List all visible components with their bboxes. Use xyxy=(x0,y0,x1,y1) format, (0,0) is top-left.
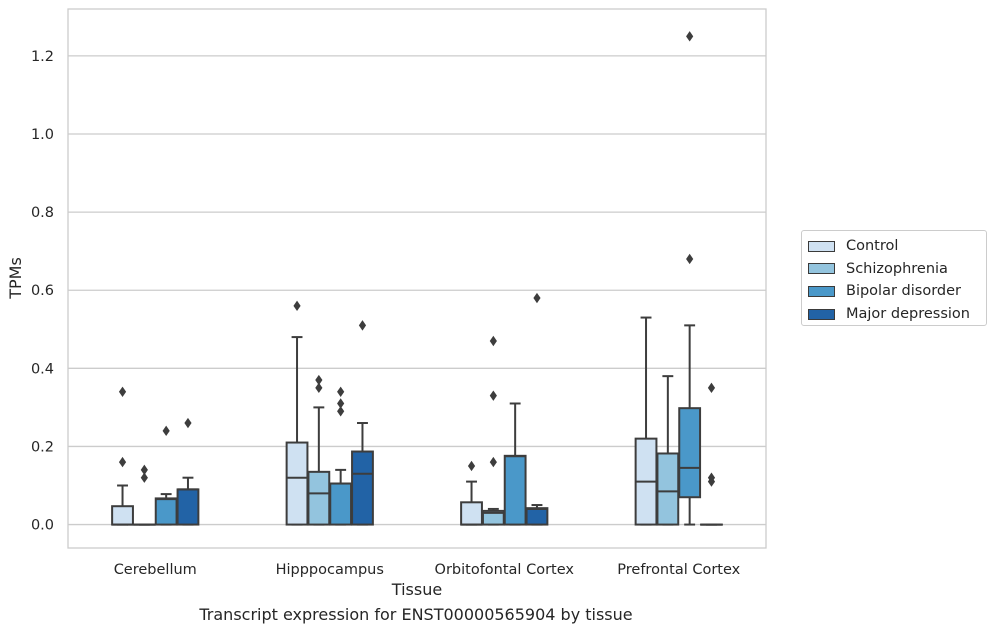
box-iqr xyxy=(678,407,702,499)
x-tick-label: Prefrontal Cortex xyxy=(617,562,740,578)
legend-label: Major depression xyxy=(846,306,970,323)
x-tick-labels: Cerebellum Hipppocampus Orbitofontal Corte… xyxy=(114,562,741,578)
outlier-point xyxy=(337,386,345,397)
box-schizophrenia xyxy=(132,464,156,526)
y-tick-label: 1.2 xyxy=(31,49,54,65)
legend-item-control: Control xyxy=(808,235,986,258)
outlier-point xyxy=(489,456,497,468)
outlier-point xyxy=(118,386,127,397)
box-iqr xyxy=(285,441,309,526)
outlier-point xyxy=(489,335,497,347)
box-iqr xyxy=(307,470,331,526)
legend-label: Bipolar disorder xyxy=(846,283,961,300)
legend-swatch xyxy=(808,263,835,275)
box-iqr xyxy=(503,454,527,526)
y-tick-label: 0.4 xyxy=(31,361,54,377)
box-iqr xyxy=(111,505,134,526)
y-tick-label: 0.0 xyxy=(31,518,54,534)
y-tick-label: 0.2 xyxy=(31,439,54,455)
outlier-point xyxy=(686,253,694,265)
box-bipolar-disorder xyxy=(329,386,353,526)
box-iqr xyxy=(525,507,549,526)
x-tick-label: Orbitofontal Cortex xyxy=(435,562,575,578)
outlier-point xyxy=(337,398,345,409)
outlier-point xyxy=(140,464,148,476)
legend: Control Schizophrenia Bipolar disorder M… xyxy=(801,230,987,326)
y-tick-labels: 0.0 0.2 0.4 0.6 0.8 1.0 1.2 xyxy=(31,49,54,534)
box-major-depression xyxy=(351,320,374,526)
box-bipolar-disorder xyxy=(678,31,702,526)
outlier-point xyxy=(140,472,148,483)
box-schizophrenia xyxy=(307,374,331,526)
plot-frame xyxy=(67,8,767,549)
box-control xyxy=(634,316,658,526)
box-schizophrenia xyxy=(481,335,505,526)
outlier-point xyxy=(315,382,323,394)
box-iqr xyxy=(460,501,483,526)
legend-swatch xyxy=(808,240,835,252)
outlier-point xyxy=(686,31,694,42)
figure-caption: Transcript expression for ENST0000056590… xyxy=(199,605,633,624)
y-tick-label: 0.6 xyxy=(31,283,54,299)
box-iqr xyxy=(351,450,374,526)
box-iqr xyxy=(176,488,200,526)
outlier-point xyxy=(467,460,476,472)
outlier-point xyxy=(533,292,541,304)
legend-item-major-depression: Major depression xyxy=(808,303,986,326)
y-axis-label: TPMs xyxy=(6,257,25,300)
box-control xyxy=(111,386,134,526)
outlier-point xyxy=(337,406,345,417)
box-schizophrenia xyxy=(656,375,680,526)
box-major-depression xyxy=(176,417,200,526)
outlier-point xyxy=(315,374,323,386)
box-bipolar-disorder xyxy=(154,425,178,526)
box-plot-series xyxy=(111,31,723,526)
x-axis-label: Tissue xyxy=(391,580,442,599)
box-major-depression xyxy=(700,382,723,526)
box-major-depression xyxy=(525,292,549,526)
legend-item-schizophrenia: Schizophrenia xyxy=(808,258,986,281)
outlier-point xyxy=(489,390,497,401)
x-tick-label: Hipppocampus xyxy=(276,562,384,578)
legend-swatch xyxy=(808,308,835,320)
box-bipolar-disorder xyxy=(503,402,527,526)
legend-item-bipolar-disorder: Bipolar disorder xyxy=(808,280,986,303)
x-tick-label: Cerebellum xyxy=(114,562,197,578)
gridlines xyxy=(68,55,766,526)
y-tick-label: 0.8 xyxy=(31,205,54,221)
box-iqr xyxy=(154,497,178,526)
legend-swatch xyxy=(808,285,835,297)
outlier-point xyxy=(358,320,367,331)
box-control xyxy=(285,300,309,526)
outlier-point xyxy=(293,300,301,312)
legend-label: Schizophrenia xyxy=(846,260,948,277)
box-iqr xyxy=(656,452,680,526)
box-iqr xyxy=(329,482,353,526)
outlier-point xyxy=(707,472,716,483)
box-control xyxy=(460,460,483,526)
outlier-point xyxy=(162,425,170,437)
outlier-point xyxy=(184,417,192,429)
legend-label: Control xyxy=(846,238,899,255)
outlier-point xyxy=(118,456,127,468)
outlier-point xyxy=(707,382,716,394)
y-tick-label: 1.0 xyxy=(31,127,54,143)
